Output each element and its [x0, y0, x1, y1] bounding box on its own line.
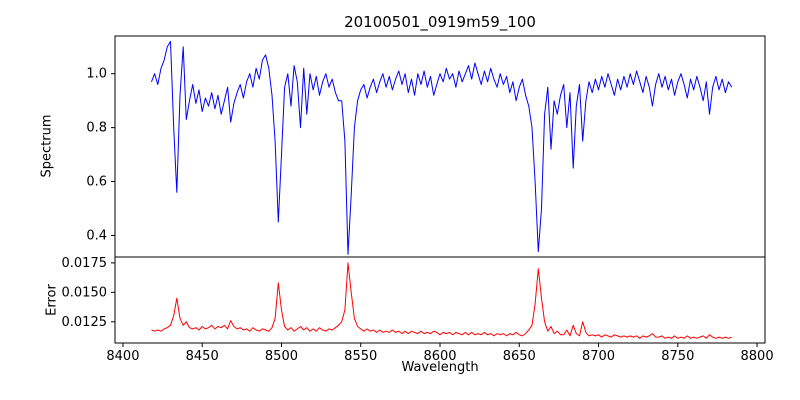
x-tick-label: 8500 [265, 349, 298, 364]
x-tick-label: 8550 [344, 349, 377, 364]
spectrum-axes-border [114, 35, 766, 258]
spectrum-y-tick-label: 1.0 [86, 67, 107, 82]
error-y-tick-label: 0.0125 [62, 315, 108, 330]
x-tick-label: 8450 [186, 349, 219, 364]
error-y-tick-label: 0.0175 [62, 256, 108, 271]
spectrum-y-tick-label: 0.4 [86, 228, 107, 243]
x-tick-label: 8800 [741, 349, 774, 364]
spectrum-line [151, 40, 733, 255]
error-axes-border [114, 256, 766, 344]
x-tick-label: 8700 [582, 349, 615, 364]
spectrum-y-tick-label: 0.6 [86, 175, 107, 190]
error-line [151, 262, 732, 339]
spectrum-y-tick-label: 0.8 [86, 121, 107, 136]
x-tick-label: 8400 [106, 349, 139, 364]
error-y-tick-label: 0.0150 [62, 285, 108, 300]
x-tick-label: 8650 [503, 349, 536, 364]
x-axis-label: Wavelength [401, 360, 479, 375]
chart-title: 20100501_0919m59_100 [344, 13, 536, 31]
x-tick-label: 8600 [423, 349, 456, 364]
x-tick-label: 8750 [661, 349, 694, 364]
